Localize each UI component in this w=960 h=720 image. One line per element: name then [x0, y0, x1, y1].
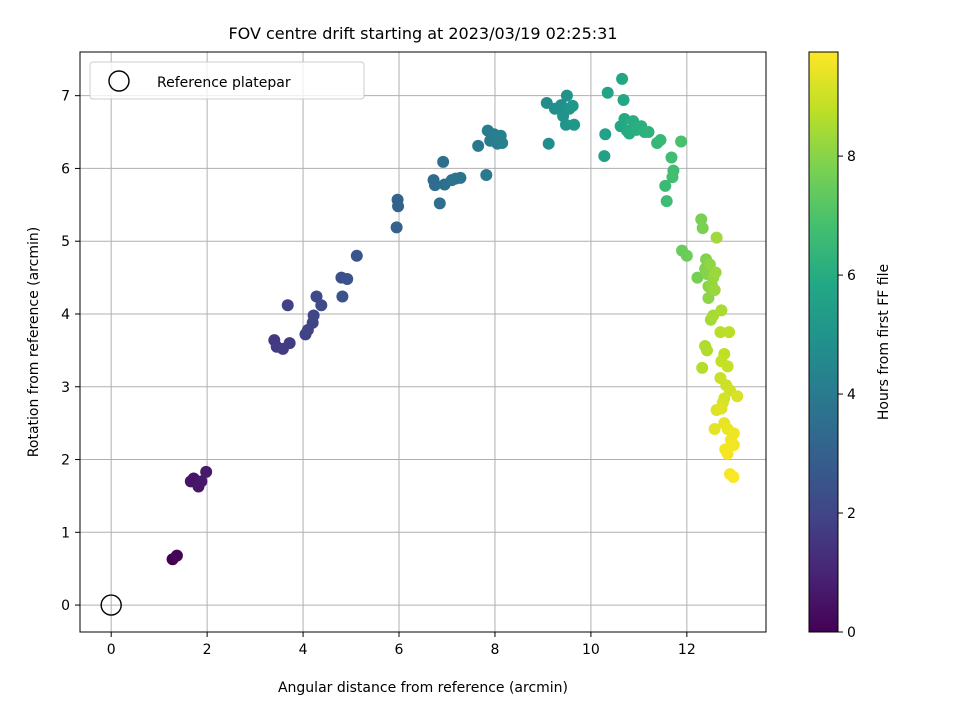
y-tick-label: 2 [61, 453, 70, 469]
scatter-point [307, 309, 320, 322]
colorbar: 0 2 4 6 8 Hours from first FF file [808, 51, 892, 641]
scatter-point [654, 134, 667, 147]
reference-marker-group [100, 594, 122, 616]
scatter-point [714, 326, 727, 339]
colorbar-tick-label: 0 [847, 625, 856, 641]
legend-marker-icon [108, 70, 130, 92]
scatter-points [166, 72, 744, 566]
scatter-point [542, 137, 555, 150]
scatter-point [283, 337, 296, 350]
colorbar-tick-label: 2 [847, 506, 856, 522]
scatter-point [433, 197, 446, 210]
x-tick-label: 0 [107, 642, 116, 658]
colorbar-tick-label: 8 [847, 149, 856, 165]
scatter-point [391, 193, 404, 206]
scatter-point [666, 171, 679, 184]
y-tick-label: 0 [61, 598, 70, 614]
scatter-point [665, 151, 678, 164]
scatter-point [336, 290, 349, 303]
scatter-point [200, 465, 213, 478]
scatter-point [195, 475, 208, 488]
scatter-point [390, 221, 403, 234]
grid-lines [80, 52, 766, 632]
x-tick-label: 12 [678, 642, 696, 658]
x-tick-label: 10 [582, 642, 600, 658]
scatter-point [315, 299, 328, 312]
y-tick-label: 4 [61, 307, 70, 323]
legend: Reference platepar [89, 61, 365, 100]
scatter-point [721, 447, 734, 460]
x-tick-label: 8 [490, 642, 499, 658]
scatter-point [721, 360, 734, 373]
scatter-point [496, 136, 509, 149]
scatter-point [715, 304, 728, 317]
y-tick-label: 5 [61, 234, 70, 250]
y-tick-label: 6 [61, 161, 70, 177]
legend-box [89, 61, 365, 100]
scatter-point [598, 150, 611, 163]
x-axis-ticks: 0 2 4 6 8 10 12 [107, 632, 696, 658]
y-tick-label: 7 [61, 89, 70, 105]
colorbar-ticks: 0 2 4 6 8 [838, 149, 856, 641]
y-axis-ticks: 0 1 2 3 4 5 6 7 [61, 89, 80, 614]
plot-frame [79, 51, 767, 633]
scatter-point [350, 249, 363, 262]
scatter-point [601, 86, 614, 99]
scatter-point [659, 179, 672, 192]
x-axis-label: Angular distance from reference (arcmin) [278, 680, 568, 696]
y-tick-label: 1 [61, 525, 70, 541]
scatter-point [691, 271, 704, 284]
scatter-point [281, 299, 294, 312]
scatter-point [710, 231, 723, 244]
scatter-point [680, 249, 693, 262]
scatter-point [696, 361, 709, 374]
chart-title: FOV centre drift starting at 2023/03/19 … [228, 24, 617, 43]
scatter-point [642, 126, 655, 139]
scatter-point [617, 94, 630, 107]
scatter-point [731, 390, 744, 403]
scatter-point [560, 89, 573, 102]
scatter-point [675, 135, 688, 148]
y-tick-label: 3 [61, 380, 70, 396]
legend-label: Reference platepar [157, 75, 291, 91]
scatter-point [660, 195, 673, 208]
scatter-point [454, 171, 467, 184]
colorbar-tick-label: 4 [847, 387, 856, 403]
scatter-point [700, 344, 713, 357]
scatter-point [566, 99, 579, 112]
scatter-point [708, 283, 721, 296]
scatter-point [568, 118, 581, 131]
scatter-point [616, 72, 629, 85]
scatter-point [727, 470, 740, 483]
scatter-point [472, 139, 485, 152]
scatter-point [341, 273, 354, 286]
y-axis-label: Rotation from reference (arcmin) [26, 227, 42, 457]
scatter-point [428, 179, 441, 192]
colorbar-label: Hours from first FF file [876, 264, 892, 420]
scatter-point [170, 549, 183, 562]
scatter-point [599, 128, 612, 141]
scatter-point [709, 266, 722, 279]
x-tick-label: 6 [395, 642, 404, 658]
scatter-point [708, 422, 721, 435]
x-tick-label: 4 [299, 642, 308, 658]
scatter-point [715, 402, 728, 415]
scatter-point [437, 155, 450, 168]
reference-platepar-marker [100, 594, 122, 616]
scatter-point [723, 326, 736, 339]
x-tick-label: 2 [203, 642, 212, 658]
plot-background [80, 52, 766, 632]
scatter-point [310, 290, 323, 303]
colorbar-gradient [808, 51, 839, 633]
scatter-point [480, 168, 493, 181]
scatter-point [696, 222, 709, 235]
colorbar-tick-label: 6 [847, 268, 856, 284]
